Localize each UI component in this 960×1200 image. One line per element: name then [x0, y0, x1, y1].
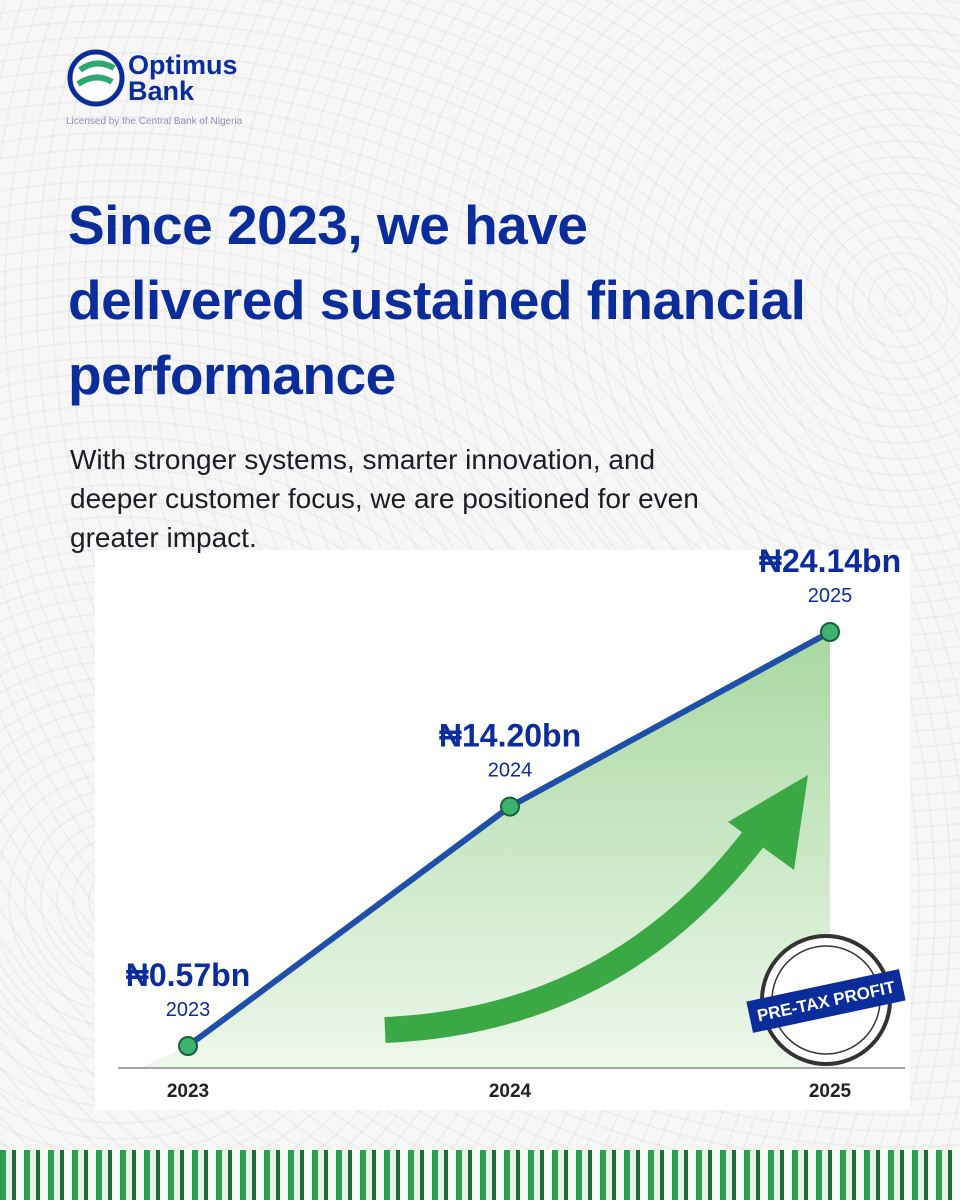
point-year: 2024: [488, 760, 533, 782]
point-year: 2023: [166, 999, 211, 1021]
point-year: 2025: [808, 585, 853, 607]
value-label: ₦0.57bn: [126, 957, 250, 993]
brand-line: Optimus: [128, 50, 238, 80]
value-label: ₦24.14bn: [759, 543, 901, 579]
license: Licensed by the Central Bank of Nigeria: [66, 116, 243, 127]
brand: Optimus Bank: [128, 50, 238, 106]
subheadline: With stronger systems, smarter innovatio…: [70, 444, 699, 553]
brand-line: Bank: [128, 76, 195, 106]
point: [820, 622, 840, 642]
point: [178, 1036, 198, 1056]
point: [500, 796, 520, 817]
headline: Since 2023, we have delivered sustained …: [68, 194, 806, 406]
area: [140, 632, 830, 1068]
value-label: ₦14.20bn: [439, 718, 581, 754]
x-tick-label: 2024: [489, 1081, 532, 1102]
pattern-strip: [0, 1150, 960, 1200]
logo: [67, 49, 125, 107]
growth-arrow: [384, 775, 808, 1043]
x-tick-label: 2023: [167, 1081, 209, 1102]
stamp: PRE-TAX PROFIT: [746, 934, 906, 1066]
x-tick-label: 2025: [809, 1081, 852, 1102]
